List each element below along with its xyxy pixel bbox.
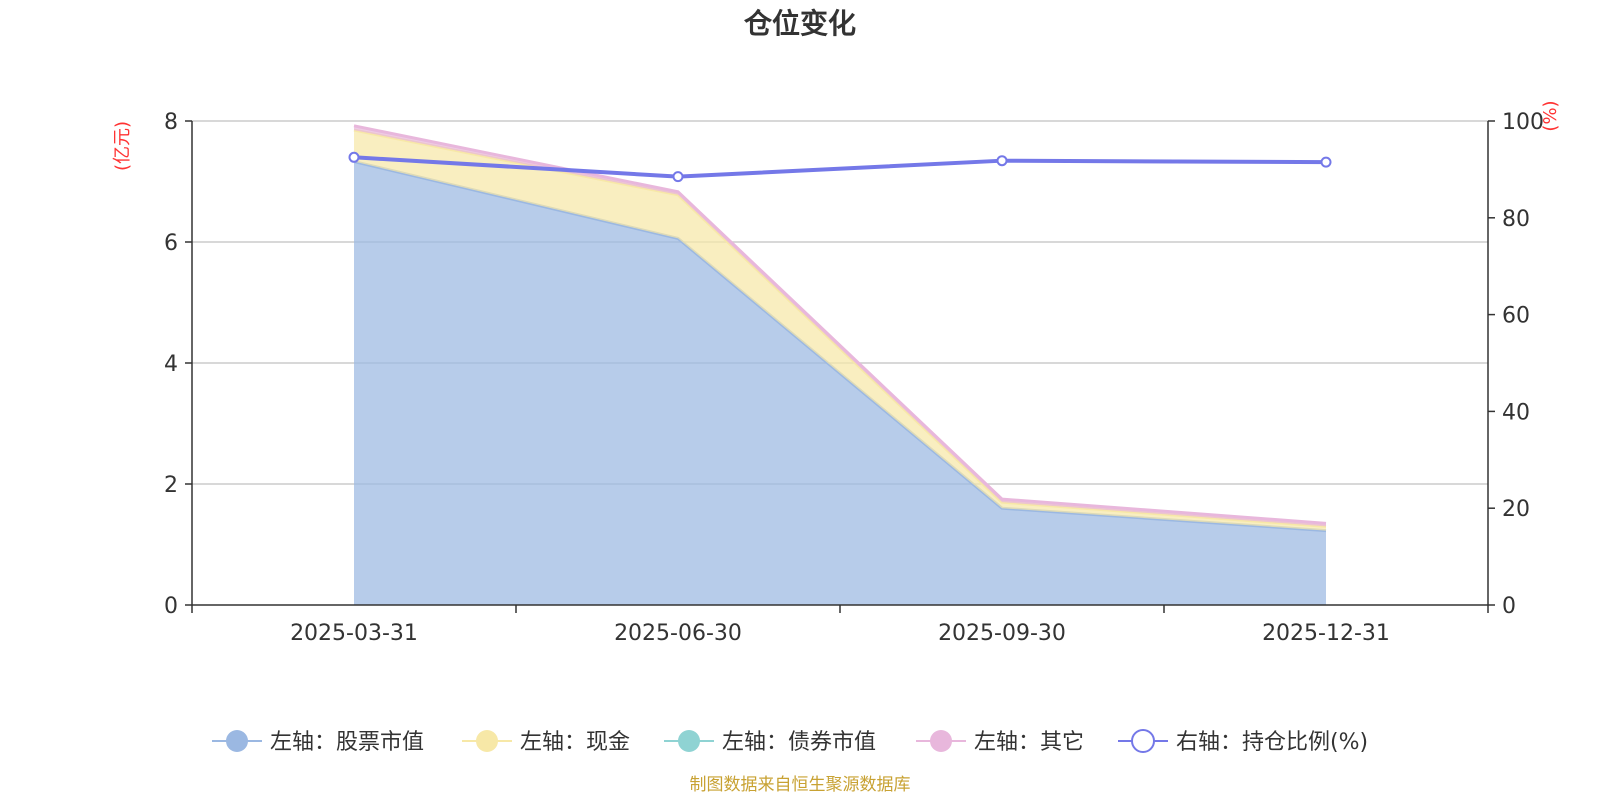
line-point [672,171,684,183]
x-axis-tick-label: 2025-06-30 [614,621,742,646]
x-axis-tick-label: 2025-12-31 [1262,621,1390,646]
right-axis-tick-label: 60 [1502,304,1530,329]
legend-label: 左轴：债券市值 [722,730,876,755]
right-axis-tick-label: 100 [1502,110,1544,135]
legend-item: 左轴：债券市值 [664,730,876,755]
left-axis-unit: (亿元) [112,121,133,171]
chart-title: 仓位变化 [744,7,856,40]
legend-item: 左轴：股票市值 [212,730,424,755]
source-note: 制图数据来自恒生聚源数据库 [690,775,911,795]
legend-item: 左轴：现金 [462,730,630,755]
right-axis-unit: (%) [1540,100,1561,131]
area-左轴：现金 [354,130,1326,531]
line-point [1320,156,1332,168]
legend-label: 左轴：股票市值 [270,730,424,755]
legend-marker [226,730,248,752]
legend-marker [678,730,700,752]
legend-label: 左轴：其它 [974,730,1084,755]
area-edge-左轴：其它 [353,124,1327,525]
area-series [353,124,1327,605]
x-axis-tick-label: 2025-09-30 [938,621,1066,646]
line-point [996,155,1008,167]
legend-label: 左轴：现金 [520,730,630,755]
left-axis-tick-label: 2 [164,473,178,498]
line-series [348,151,1332,183]
legend-marker [1131,729,1155,753]
area-左轴：股票市值 [354,161,1326,605]
legend-item: 右轴：持仓比例(%) [1118,729,1368,755]
right-axis-tick-label: 80 [1502,207,1530,232]
legend: 左轴：股票市值 左轴：现金 左轴：债券市值 左轴：其它 右轴：持仓比例(%) [212,729,1368,755]
left-axis-tick-label: 0 [164,594,178,619]
legend-marker [930,730,952,752]
left-axis-tick-label: 6 [164,231,178,256]
left-axis-tick-label: 4 [164,352,178,377]
left-axis-tick-label: 8 [164,110,178,135]
legend-marker [476,730,498,752]
line-右轴：持仓比例(%) [353,155,1327,179]
legend-item: 左轴：其它 [916,730,1084,755]
right-axis-tick-label: 0 [1502,594,1516,619]
x-axis-tick-label: 2025-03-31 [290,621,418,646]
right-axis-tick-label: 20 [1502,497,1530,522]
area-edge-左轴：现金 [353,128,1327,528]
line-point [348,151,360,163]
right-axis-tick-label: 40 [1502,400,1530,425]
legend-label: 右轴：持仓比例(%) [1176,730,1368,755]
